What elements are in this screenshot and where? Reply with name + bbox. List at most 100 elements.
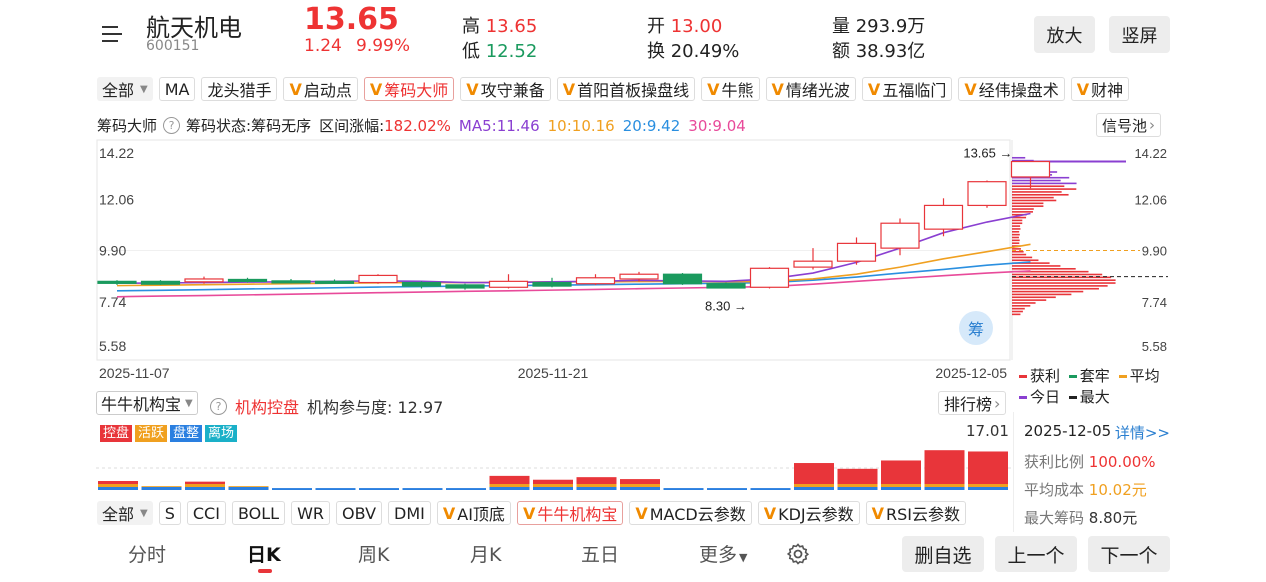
indicator2-boll[interactable]: BOLL: [231, 501, 286, 525]
indicator2-cci[interactable]: CCI: [186, 501, 226, 525]
indicator-shouyang[interactable]: V 首阳首板操盘线: [556, 77, 696, 101]
indicator-wufu[interactable]: V 五福临门: [861, 77, 953, 101]
inst-bar-active: [968, 484, 1008, 487]
inst-bar-control: [924, 450, 965, 484]
institution-tags: 控盘 活跃 盘整 离场: [100, 422, 240, 442]
candle-body: [401, 281, 442, 287]
tab-intraday[interactable]: 分时: [128, 544, 167, 566]
chip-distribution-bar: [1012, 176, 1070, 179]
indicator-qidongdian[interactable]: V 启动点: [283, 77, 358, 101]
institution-participation: 机构参与度: 12.97: [307, 398, 444, 417]
indicator2-kdj[interactable]: V KDJ云参数: [757, 501, 860, 525]
inst-bar-consolidate: [315, 488, 356, 490]
indicator-chouma[interactable]: V 筹码大师: [363, 77, 455, 101]
inst-bar-consolidate: [98, 487, 138, 490]
indicator2-obv[interactable]: OBV: [336, 501, 383, 525]
tab-daily-k[interactable]: 日K: [247, 544, 281, 566]
inst-bar-consolidate: [185, 487, 225, 490]
indicator-all-dropdown[interactable]: 全部 ▼: [97, 77, 153, 101]
indicator2-niuniu[interactable]: V 牛牛机构宝: [516, 501, 624, 525]
institution-selector[interactable]: 牛牛机构宝 ▼: [96, 391, 198, 415]
detail-link[interactable]: 详情>>: [1114, 424, 1170, 442]
zoom-button[interactable]: 放大: [1034, 16, 1095, 53]
inst-bar-active: [98, 484, 138, 487]
inst-bar-active: [228, 486, 269, 487]
tab-five-day[interactable]: 五日: [581, 544, 620, 566]
inst-bar-consolidate: [141, 487, 182, 490]
indicator-ma[interactable]: MA: [158, 77, 196, 101]
institution-bar-chart[interactable]: [96, 440, 1011, 492]
high-value: 13.65: [485, 16, 538, 37]
y-tick-label-left: 12.06: [99, 191, 134, 207]
prev-stock-button[interactable]: 上一个: [995, 536, 1077, 572]
indicator2-ai[interactable]: V AI顶底: [436, 501, 511, 525]
tab-monthly-k[interactable]: 月K: [470, 544, 502, 566]
chip-distribution-bar: [1012, 208, 1034, 210]
indicator2-wr[interactable]: WR: [291, 501, 330, 525]
indicator-gongshou[interactable]: V 攻守兼备: [460, 77, 551, 101]
indicator-caishen[interactable]: V 财神: [1070, 77, 1130, 101]
chip-distribution-bar: [1012, 296, 1056, 299]
candle-body: [97, 280, 137, 284]
chip-distribution-bar: [1012, 213, 1027, 216]
delete-watchlist-button[interactable]: 删自选: [902, 536, 984, 572]
inst-bar-active: [620, 484, 660, 487]
y-tick-label-right: 9.90: [1142, 244, 1167, 259]
chip-distribution-bar: [1012, 182, 1077, 185]
portrait-button[interactable]: 竖屏: [1109, 16, 1170, 53]
signal-pool-button[interactable]: 信号池 ›: [1096, 113, 1162, 137]
indicator2-all-dropdown[interactable]: 全部 ▼: [97, 501, 153, 525]
inst-bar-consolidate: [576, 487, 617, 490]
amount-label: 额: [832, 41, 850, 62]
help-icon[interactable]: ?: [163, 117, 181, 134]
candlestick-chart[interactable]: 14.22 14.22 12.06 12.06 9.90 9.90 7.74 7.74 5.58…: [0, 138, 1266, 388]
indicator-jingwei[interactable]: V 经伟操盘术: [958, 77, 1065, 101]
tab-more[interactable]: 更多 ▼: [699, 544, 748, 566]
chip-toggle-button[interactable]: 筹: [959, 311, 993, 345]
inst-bar-active: [837, 484, 878, 487]
indicator-longtou[interactable]: 龙头猎手: [201, 77, 278, 101]
inst-bar-consolidate: [968, 487, 1008, 490]
chip-distribution-bar: [1012, 242, 1020, 244]
inst-bar-consolidate: [228, 487, 269, 490]
settings-gear-icon[interactable]: [786, 542, 810, 566]
chip-info-row: 筹码大师 ? 筹码状态:筹码无序 区间涨幅: 182.02% MA5:11.46…: [97, 115, 746, 136]
chip-distribution-bar: [1012, 259, 1039, 262]
high-label: 高: [462, 16, 480, 37]
inst-bar-consolidate: [881, 487, 921, 490]
inst-bar-active: [489, 484, 530, 487]
y-tick-label-left: 14.22: [99, 145, 134, 161]
inst-bar-consolidate: [489, 487, 530, 490]
ranking-button[interactable]: 排行榜 ›: [938, 391, 1007, 415]
chip-distribution-bar: [1012, 179, 1061, 182]
chip-status: 筹码状态:筹码无序: [186, 117, 312, 135]
menu-icon[interactable]: [100, 24, 124, 44]
tab-weekly-k[interactable]: 周K: [358, 544, 390, 566]
indicator-niuxiong[interactable]: V 牛熊: [701, 77, 760, 101]
indicator2-s[interactable]: S: [158, 501, 181, 525]
chip-distribution-bar: [1012, 285, 1108, 287]
low-label: 低: [462, 41, 480, 62]
indicator-qingxu[interactable]: V 情绪光波: [765, 77, 856, 101]
tag-exit: 离场: [205, 425, 238, 442]
chip-distribution-bar: [1012, 293, 1072, 296]
avg-cost-label: 平均成本: [1024, 481, 1085, 499]
volume-value: 293.9万: [855, 16, 926, 37]
help-icon[interactable]: ?: [210, 397, 227, 415]
inst-bar-control: [576, 477, 617, 484]
indicator2-macd[interactable]: V MACD云参数: [629, 501, 752, 525]
ma10-value: 10:10.16: [547, 116, 615, 135]
inst-bar-active: [794, 484, 834, 487]
candle-body: [1010, 160, 1051, 178]
candle-body: [488, 280, 529, 288]
chip-distribution-bar: [1012, 270, 1089, 273]
y-tick-label-right: 14.22: [1134, 146, 1167, 161]
indicator2-rsi[interactable]: V RSI云参数: [865, 501, 967, 525]
inst-bar-control: [489, 475, 530, 484]
turnover-value: 20.49%: [670, 41, 740, 62]
indicator2-dmi[interactable]: DMI: [388, 501, 431, 525]
chip-distribution-bar: [1012, 193, 1069, 196]
candle-body: [575, 277, 616, 285]
next-stock-button[interactable]: 下一个: [1088, 536, 1170, 572]
chip-distribution-bar: [1012, 233, 1020, 236]
